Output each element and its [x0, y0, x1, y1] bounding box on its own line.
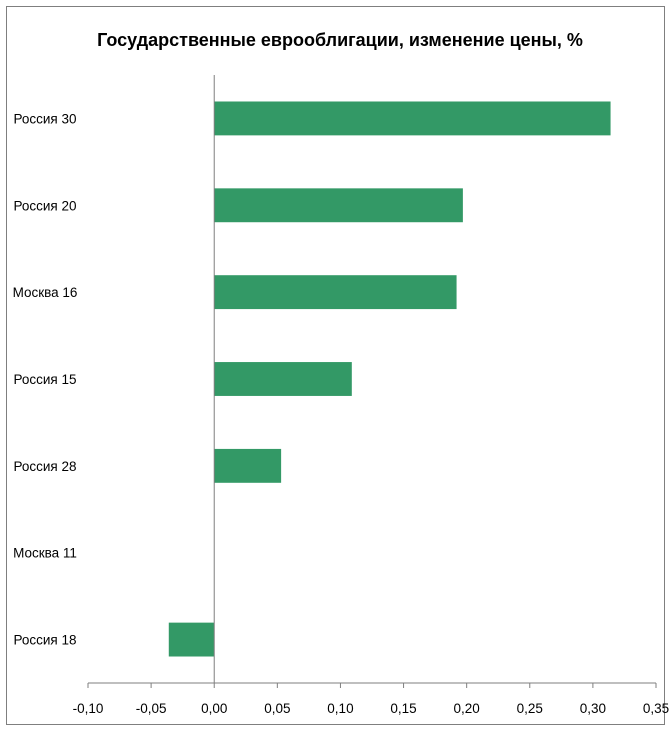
bar-россия-20	[214, 188, 463, 223]
category-label: Россия 18	[13, 633, 76, 648]
category-label: Москва 11	[13, 546, 77, 561]
x-tick-label: -0,10	[73, 701, 104, 716]
x-tick-label: -0,05	[136, 701, 167, 716]
tick-labels: -0,10 -0,05 0,00 0,05 0,10 0,15 0,20 0,25 0,30 0,…	[73, 701, 670, 716]
x-tick-label: 0,10	[327, 701, 353, 716]
category-labels: Россия 30 Россия 20 Москва 16 Россия 15 Росс…	[13, 111, 78, 647]
category-label: Россия 30	[13, 111, 76, 126]
x-tick-label: 0,00	[201, 701, 227, 716]
bar-москва-16	[214, 275, 457, 310]
bars-layer	[168, 101, 611, 657]
category-label: Россия 20	[13, 198, 76, 213]
category-label: Москва 16	[13, 285, 78, 300]
category-label: Россия 15	[13, 372, 76, 387]
bar-россия-18	[168, 622, 215, 657]
x-tick-label: 0,15	[390, 701, 416, 716]
x-tick-label: 0,30	[580, 701, 606, 716]
bar-россия-28	[214, 448, 282, 483]
x-tick-label: 0,05	[264, 701, 290, 716]
axis-layer	[87, 75, 657, 688]
x-tick-label: 0,25	[517, 701, 543, 716]
x-tick-label: 0,35	[643, 701, 669, 716]
bar-россия-15	[214, 362, 352, 396]
chart-title: Государственные еврооблигации, изменение…	[97, 30, 583, 50]
x-tick-label: 0,20	[454, 701, 480, 716]
bar-россия-30	[214, 101, 611, 136]
category-label: Россия 28	[13, 459, 76, 474]
